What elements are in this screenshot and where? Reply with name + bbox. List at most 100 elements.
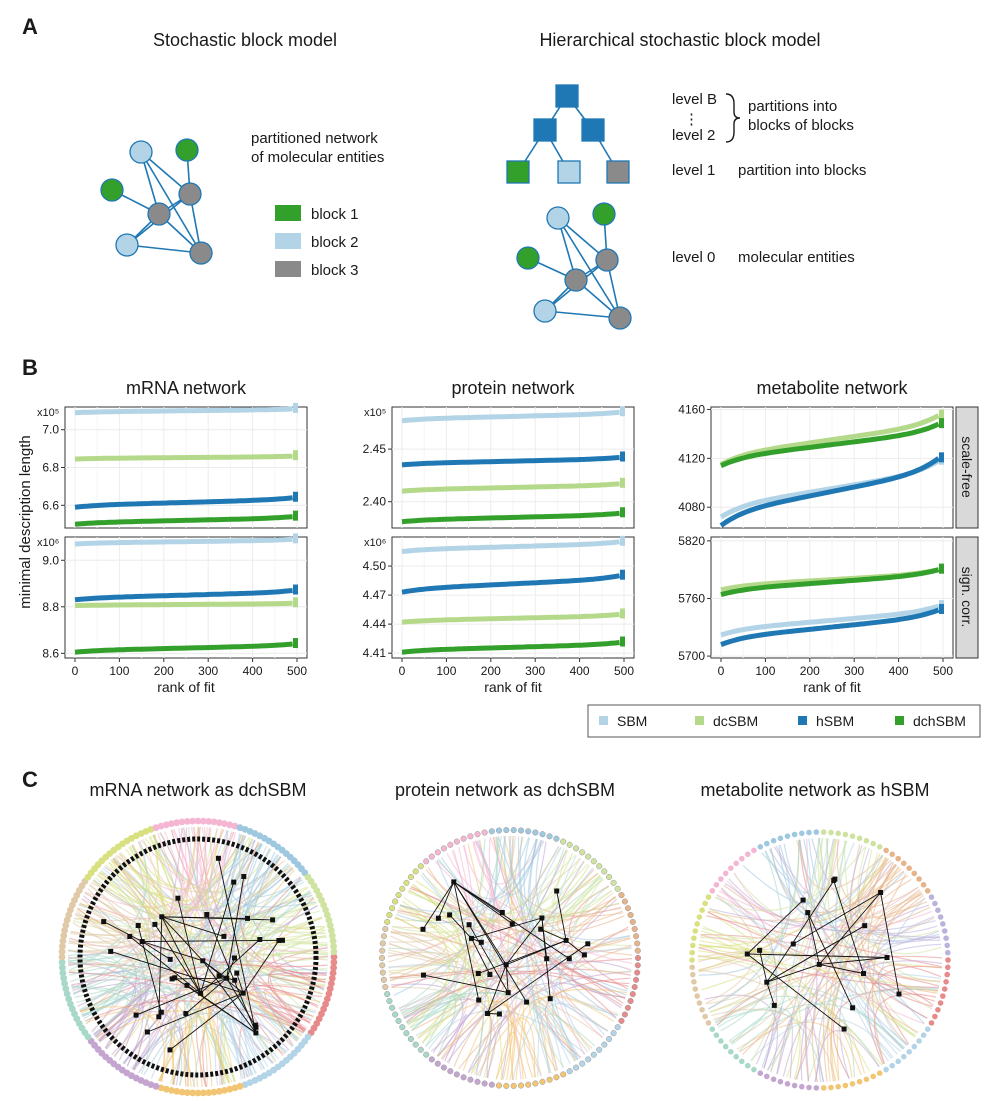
block-node (496, 1011, 502, 1017)
tree-edge (759, 950, 768, 983)
edge-bundle (556, 869, 625, 933)
series-line (720, 421, 940, 468)
entity-node (770, 837, 777, 844)
edge-bundle (74, 898, 126, 940)
series-hsbm (74, 491, 298, 510)
entity-node (428, 1056, 435, 1063)
edge-bundle (131, 837, 251, 890)
series-line (719, 413, 940, 467)
node-block-2 (115, 233, 139, 257)
block-node (253, 1024, 259, 1030)
x-tick-label: 300 (844, 664, 864, 678)
edge-bundle (720, 888, 925, 1025)
row-strip-label: sign. corr. (959, 567, 975, 628)
x-tick-label: 300 (198, 664, 218, 678)
entity-node (691, 935, 697, 941)
entity-node (386, 911, 393, 919)
edge-bundle (512, 1003, 605, 1081)
series-line (720, 567, 940, 598)
entity-node (407, 1035, 414, 1043)
edge-bundle (94, 877, 328, 956)
tree-edge (766, 963, 820, 983)
entity-node (183, 1089, 191, 1096)
block-node (420, 926, 426, 932)
series-line (401, 409, 620, 424)
entity-node (696, 914, 703, 920)
chart-facet: 4080 4120 4160 metabolite network (678, 378, 954, 529)
block-node (172, 975, 178, 981)
x-axis-title: rank of fit (803, 679, 861, 695)
entity-node (828, 1084, 834, 1091)
series-line (401, 455, 620, 468)
entity-node (183, 818, 191, 825)
entity-node (883, 847, 889, 854)
entity-node (935, 907, 941, 913)
edge-bundle (420, 874, 576, 1062)
block-node (231, 879, 237, 885)
edge-bundle (390, 932, 589, 1053)
entity-node (764, 840, 770, 847)
model-legend: SBM dcSBM hSBM dchSBM (587, 704, 981, 738)
x-axis-title: rank of fit (484, 679, 542, 695)
entity-node (916, 1038, 922, 1044)
entity-node (168, 820, 175, 827)
entity-node (236, 1082, 244, 1090)
entity-node (842, 1082, 849, 1089)
edge-bundle (489, 837, 585, 1055)
legend-swatch-block-3 (275, 261, 301, 277)
edge-bundle (132, 844, 236, 1082)
series-line (719, 456, 941, 528)
edge-bundle (74, 896, 314, 998)
entity-node (423, 1051, 430, 1058)
entity-node (503, 827, 510, 834)
series-line (401, 611, 620, 625)
tree-edge (236, 972, 244, 994)
entity-node (428, 853, 435, 860)
entity-node (906, 865, 912, 871)
edge-bundle (862, 955, 943, 1019)
series-tail-point (939, 452, 944, 463)
edge-bundle (244, 916, 323, 944)
entity-node (440, 1064, 447, 1071)
entity-node (945, 957, 951, 963)
entity-node (621, 1011, 628, 1018)
panel-label-b: B (22, 355, 38, 380)
edge-bundle (462, 1004, 537, 1078)
series-tail-point (293, 584, 298, 595)
entity-node (474, 831, 481, 838)
entity-node (777, 1078, 784, 1085)
entity-node (517, 827, 525, 834)
edge-bundle (113, 857, 286, 1054)
entity-node (784, 1081, 791, 1087)
y-tick-label: 2.45 (363, 442, 387, 456)
y-tick-label: 5820 (678, 534, 705, 548)
block-node (476, 997, 482, 1003)
tree-edge (766, 925, 865, 983)
series-tail-point (293, 491, 298, 502)
block-node (158, 1009, 164, 1015)
entity-node (924, 888, 931, 894)
entity-node (330, 953, 338, 961)
axis-multiplier: x10⁶ (37, 537, 59, 549)
entity-node (59, 937, 67, 945)
entity-node (935, 1007, 941, 1013)
entity-node (379, 947, 386, 954)
edge-bundle (570, 877, 632, 973)
entity-node (226, 821, 234, 829)
edge-bundle (768, 838, 811, 894)
x-tick-label: 0 (718, 664, 725, 678)
entity-node (173, 1087, 181, 1095)
tree-edge (161, 916, 204, 962)
tree-edge (137, 925, 143, 942)
legend-label-hsbm: hSBM (816, 713, 854, 729)
block-node (245, 915, 250, 921)
edge-bundle (407, 857, 581, 915)
entity-node (579, 849, 586, 856)
block-node (167, 1047, 173, 1053)
tree-edge (242, 940, 280, 994)
entity-node (813, 829, 820, 835)
circular-plot (58, 817, 338, 1097)
edge-bundle (698, 955, 761, 1013)
entity-node (194, 1089, 202, 1097)
entity-node (532, 829, 539, 836)
